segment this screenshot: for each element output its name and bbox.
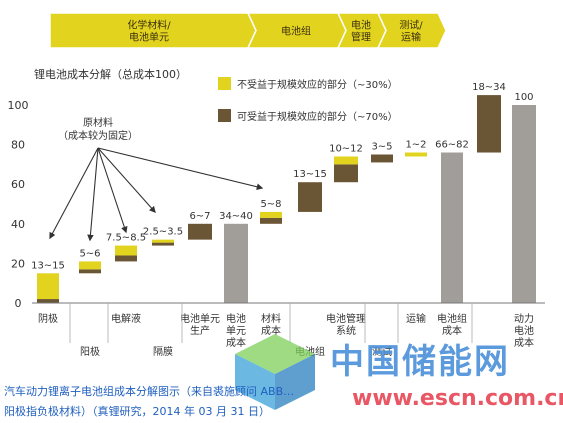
bar-segment-light bbox=[260, 211, 282, 218]
bar-segment-dark bbox=[371, 154, 393, 163]
x-label-primary: 电池单元生产 bbox=[180, 312, 220, 337]
y-tick-label: 40 bbox=[11, 218, 25, 231]
x-label-primary: 动力电池成本 bbox=[514, 312, 534, 349]
y-axis: 0 20 40 60 80 100 bbox=[8, 99, 29, 310]
bar-range-label: 13~15 bbox=[293, 169, 327, 180]
y-tick-label: 20 bbox=[11, 257, 25, 270]
bar-range-label: 5~6 bbox=[79, 248, 100, 259]
header-arrow-segment bbox=[376, 12, 447, 49]
header-arrow-label: 测试/运输 bbox=[399, 19, 423, 44]
annotation-arrow bbox=[49, 147, 99, 240]
bar-segment-dark bbox=[115, 255, 137, 262]
x-label-secondary: 隔膜 bbox=[153, 346, 173, 358]
bar-segment-light bbox=[37, 273, 59, 300]
bar-segment-light bbox=[152, 239, 174, 243]
bar-segment-dark bbox=[477, 95, 501, 153]
bar-range-label: 100 bbox=[514, 92, 533, 103]
x-label-primary: 电池单元成本 bbox=[226, 312, 246, 349]
y-tick-label: 0 bbox=[15, 297, 22, 310]
bar-segment-light bbox=[115, 245, 137, 256]
x-label-primary: 电解液 bbox=[111, 312, 141, 325]
bar-segment-dark bbox=[334, 164, 358, 183]
bar-segment-dark bbox=[260, 217, 282, 224]
bar-range-label: 7.5~8.5 bbox=[106, 233, 146, 244]
bar-gray bbox=[224, 223, 248, 303]
x-label-secondary: 测试 bbox=[372, 345, 392, 358]
x-label-primary: 电池管理系统 bbox=[326, 312, 366, 337]
y-tick-label: 100 bbox=[8, 99, 29, 112]
bar-segment-dark bbox=[152, 242, 174, 246]
chart-title: 锂电池成本分解（总成本100） bbox=[34, 67, 187, 81]
bar-segment-dark bbox=[188, 223, 212, 240]
x-label-secondary: 阳极 bbox=[80, 345, 100, 358]
annotation-arrow bbox=[97, 147, 264, 190]
bar-segment-light bbox=[79, 261, 101, 270]
legend-label-light: 不受益于规模效应的部分（~30%） bbox=[237, 78, 398, 91]
bar-segment-light bbox=[334, 156, 358, 165]
x-label-primary: 阴极 bbox=[38, 312, 58, 325]
legend-label-dark: 可受益于规模效应的部分（~70%） bbox=[237, 110, 398, 123]
bar-segment-dark bbox=[298, 182, 322, 212]
y-tick-label: 80 bbox=[11, 139, 25, 152]
bar-segment-light bbox=[405, 152, 427, 157]
bar-range-label: 6~7 bbox=[189, 211, 210, 222]
watermark-url: www.escn.com.cn bbox=[352, 386, 563, 411]
bar-range-label: 13~15 bbox=[31, 260, 65, 271]
bar-range-label: 34~40 bbox=[219, 211, 253, 222]
bar-range-label: 1~2 bbox=[405, 140, 426, 151]
bars-group: 13~15 5~6 7.5~8.52.5~3.5 6~7 34~40 5~8 13~15 10… bbox=[31, 82, 536, 303]
annotation-text: 原材料（成本较为固定） bbox=[58, 116, 138, 142]
bar-range-label: 2.5~3.5 bbox=[143, 227, 183, 238]
annotation-arrow bbox=[97, 147, 128, 234]
watermark-brand: 中国储能网 bbox=[330, 342, 510, 382]
header-process-arrows: 化学材料/电池单元 电池组 电池管理 测试/运输 bbox=[49, 12, 447, 49]
bar-segment-dark bbox=[37, 299, 59, 303]
annotation-arrow bbox=[87, 147, 99, 242]
legend-swatch-light bbox=[218, 77, 231, 90]
bar-gray bbox=[441, 152, 463, 303]
header-arrow-label: 化学材料/电池单元 bbox=[127, 19, 171, 44]
bar-range-label: 3~5 bbox=[371, 142, 392, 153]
watermark-cube-logo bbox=[235, 334, 315, 410]
bar-range-label: 18~34 bbox=[472, 82, 506, 93]
bar-gray bbox=[512, 105, 536, 303]
bar-range-label: 66~82 bbox=[435, 140, 469, 151]
bar-range-label: 5~8 bbox=[260, 199, 281, 210]
x-label-primary: 运输 bbox=[406, 312, 426, 325]
header-arrow-label: 电池组 bbox=[281, 25, 311, 38]
bar-segment-dark bbox=[79, 269, 101, 274]
x-label-primary: 电池组成本 bbox=[437, 312, 467, 337]
legend: 不受益于规模效应的部分（~30%） 可受益于规模效应的部分（~70%） bbox=[218, 77, 398, 123]
x-label-primary: 材料成本 bbox=[261, 312, 281, 337]
caption-line-2: 阳极指负极材料）（真锂研究，2014 年 03 月 31 日） bbox=[4, 405, 270, 418]
caption-line-1: 汽车动力锂离子电池组成本分解图示（来自裘施顾问 ABB… bbox=[4, 385, 295, 398]
legend-swatch-dark bbox=[218, 109, 231, 122]
header-arrow-label: 电池管理 bbox=[351, 19, 371, 44]
annotation-arrow bbox=[97, 147, 156, 213]
y-tick-label: 60 bbox=[11, 178, 25, 191]
bar-range-label: 10~12 bbox=[329, 143, 363, 154]
raw-material-annotation: 原材料（成本较为固定） bbox=[49, 116, 264, 242]
